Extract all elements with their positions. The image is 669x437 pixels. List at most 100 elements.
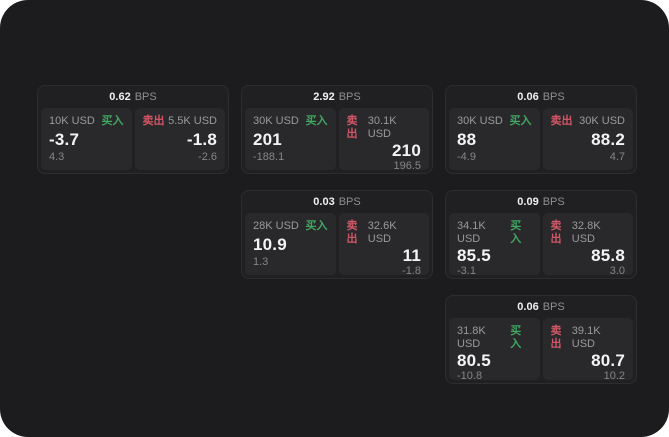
buy-change: 1.3	[253, 256, 269, 268]
buy-pane[interactable]: 30K USD 买入 201 -188.1	[245, 108, 336, 170]
bps-suffix-label: BPS	[542, 91, 565, 103]
sell-pane[interactable]: 卖出 32.8K USD 85.8 3.0	[542, 213, 633, 277]
sell-pane-header: 卖出 30K USD	[551, 115, 626, 128]
bps-value: 0.62	[109, 91, 131, 103]
sell-change: 196.5	[393, 160, 421, 172]
sell-pane-header: 卖出 39.1K USD	[551, 325, 626, 351]
buy-price: 80.5	[457, 351, 491, 370]
buy-price: 10.9	[253, 235, 287, 254]
sell-pane-header: 卖出 32.6K USD	[347, 220, 422, 246]
card-header: 0.03 BPS	[242, 191, 432, 213]
card-body: 30K USD 买入 88 -4.9 卖出 30K USD 88.2 4.7	[446, 108, 636, 173]
buy-tag: 买入	[510, 220, 522, 245]
sell-notional: 39.1K USD	[571, 325, 601, 350]
sell-change: 4.7	[609, 151, 625, 163]
buy-notional: 28K USD	[253, 220, 299, 232]
sell-tag: 卖出	[550, 220, 562, 245]
card-header: 0.09 BPS	[446, 191, 636, 213]
buy-price: 201	[253, 130, 282, 149]
bps-suffix-label: BPS	[542, 196, 565, 208]
bps-value: 0.06	[517, 301, 539, 313]
quote-card: 0.06 BPS 31.8K USD 买入 80.5 -10.8 卖出 39.1K…	[445, 295, 637, 384]
card-body: 31.8K USD 买入 80.5 -10.8 卖出 39.1K USD 80.…	[446, 318, 636, 383]
buy-pane-header: 31.8K USD 买入	[457, 325, 532, 351]
buy-change: -10.8	[457, 370, 483, 382]
sell-price: 80.7	[591, 351, 625, 370]
bps-value: 2.92	[313, 91, 335, 103]
sell-tag: 卖出	[346, 115, 358, 140]
sell-pane-header: 卖出 32.8K USD	[551, 220, 626, 246]
buy-tag: 买入	[509, 115, 532, 127]
buy-change: -188.1	[253, 151, 285, 163]
sell-change: 3.0	[609, 265, 625, 277]
quote-card-grid: 0.62 BPS 10K USD 买入 -3.7 4.3 卖出 5.5K USD	[37, 85, 637, 384]
sell-pane-header: 卖出 5.5K USD	[143, 115, 218, 128]
card-body: 28K USD 买入 10.9 1.3 卖出 32.6K USD 11 -1.8	[242, 213, 432, 278]
buy-pane-header: 10K USD 买入	[49, 115, 124, 128]
sell-tag: 卖出	[346, 220, 358, 245]
buy-change: 4.3	[49, 151, 65, 163]
quote-card: 2.92 BPS 30K USD 买入 201 -188.1 卖出 30.1K U…	[241, 85, 433, 174]
sell-change: 10.2	[603, 370, 625, 382]
buy-pane[interactable]: 10K USD 买入 -3.7 4.3	[41, 108, 132, 170]
card-header: 0.62 BPS	[38, 86, 228, 108]
buy-tag: 买入	[510, 325, 522, 350]
buy-pane[interactable]: 30K USD 买入 88 -4.9	[449, 108, 540, 170]
bps-value: 0.06	[517, 91, 539, 103]
buy-notional: 34.1K USD	[457, 220, 486, 245]
sell-pane[interactable]: 卖出 32.6K USD 11 -1.8	[338, 213, 429, 277]
sell-pane[interactable]: 卖出 39.1K USD 80.7 10.2	[542, 318, 633, 382]
sell-tag: 卖出	[142, 115, 165, 127]
sell-change: -1.8	[402, 265, 421, 277]
sell-pane[interactable]: 卖出 30.1K USD 210 196.5	[338, 108, 429, 172]
sell-price: 85.8	[591, 246, 625, 265]
bps-suffix-label: BPS	[542, 301, 565, 313]
bps-suffix-label: BPS	[134, 91, 157, 103]
buy-notional: 30K USD	[253, 115, 299, 127]
sell-pane[interactable]: 卖出 30K USD 88.2 4.7	[542, 108, 633, 170]
buy-pane[interactable]: 34.1K USD 买入 85.5 -3.1	[449, 213, 540, 277]
card-header: 0.06 BPS	[446, 296, 636, 318]
card-body: 10K USD 买入 -3.7 4.3 卖出 5.5K USD -1.8 -2.…	[38, 108, 228, 173]
sell-pane-header: 卖出 30.1K USD	[347, 115, 422, 141]
sell-notional: 30K USD	[579, 115, 625, 127]
sell-price: 88.2	[591, 130, 625, 149]
card-header: 0.06 BPS	[446, 86, 636, 108]
buy-change: -4.9	[457, 151, 476, 163]
buy-pane-header: 30K USD 买入	[253, 115, 328, 128]
quote-card: 0.62 BPS 10K USD 买入 -3.7 4.3 卖出 5.5K USD	[37, 85, 229, 174]
buy-tag: 买入	[101, 115, 124, 127]
quote-card: 0.06 BPS 30K USD 买入 88 -4.9 卖出 30K USD	[445, 85, 637, 174]
card-header: 2.92 BPS	[242, 86, 432, 108]
sell-notional: 32.8K USD	[571, 220, 601, 245]
bps-value: 0.03	[313, 196, 335, 208]
buy-pane[interactable]: 31.8K USD 买入 80.5 -10.8	[449, 318, 540, 382]
sell-price: -1.8	[186, 130, 217, 149]
card-body: 30K USD 买入 201 -188.1 卖出 30.1K USD 210 1…	[242, 108, 432, 173]
buy-notional: 30K USD	[457, 115, 503, 127]
buy-price: 88	[457, 130, 477, 149]
quote-card: 0.03 BPS 28K USD 买入 10.9 1.3 卖出 32.6K USD	[241, 190, 433, 279]
buy-pane[interactable]: 28K USD 买入 10.9 1.3	[245, 213, 336, 275]
sell-price: 210	[392, 141, 421, 160]
sell-notional: 32.6K USD	[367, 220, 397, 245]
sell-tag: 卖出	[550, 325, 562, 350]
buy-tag: 买入	[305, 115, 328, 127]
sell-change: -2.6	[198, 151, 217, 163]
quote-card: 0.09 BPS 34.1K USD 买入 85.5 -3.1 卖出 32.8K …	[445, 190, 637, 279]
sell-notional: 30.1K USD	[367, 115, 397, 140]
buy-pane-header: 28K USD 买入	[253, 220, 328, 233]
buy-notional: 10K USD	[49, 115, 95, 127]
buy-price: -3.7	[49, 130, 80, 149]
sell-notional: 5.5K USD	[168, 115, 217, 127]
bps-suffix-label: BPS	[338, 196, 361, 208]
sell-pane[interactable]: 卖出 5.5K USD -1.8 -2.6	[134, 108, 225, 170]
card-body: 34.1K USD 买入 85.5 -3.1 卖出 32.8K USD 85.8…	[446, 213, 636, 278]
sell-tag: 卖出	[550, 115, 573, 127]
buy-tag: 买入	[305, 220, 328, 232]
buy-pane-header: 30K USD 买入	[457, 115, 532, 128]
sell-price: 11	[402, 246, 421, 265]
bps-suffix-label: BPS	[338, 91, 361, 103]
buy-pane-header: 34.1K USD 买入	[457, 220, 532, 246]
